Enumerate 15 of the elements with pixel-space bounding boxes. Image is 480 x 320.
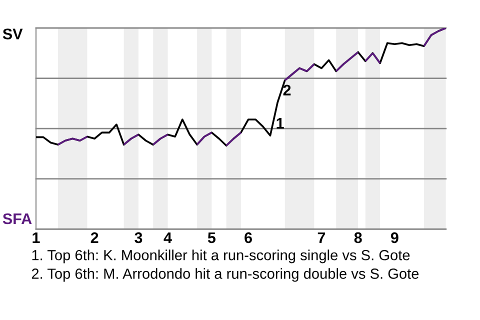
x-tick-label: 5: [208, 232, 216, 244]
x-tick-label: 3: [134, 232, 142, 244]
text: 1. Top 6th: K. Moonkiller hit a run-scoring single vs S. Gote: [32, 250, 410, 264]
text: SV: [2, 28, 23, 40]
x-tick-label: 8: [354, 232, 362, 244]
text: SFA: [2, 213, 32, 224]
x-tick-label: 7: [318, 232, 326, 243]
x-tick-label: 6: [244, 232, 252, 244]
x-tick-label: 2: [90, 232, 98, 243]
x-tick-label: 1: [32, 232, 40, 243]
annotation: 2: [283, 84, 291, 96]
x-tick-label: 4: [164, 232, 172, 243]
x-tick-label: 9: [390, 232, 398, 244]
annotation: 1: [276, 118, 284, 129]
text: 2. Top 6th: M. Arrodondo hit a run-scoring double vs S. Gote: [32, 268, 419, 282]
